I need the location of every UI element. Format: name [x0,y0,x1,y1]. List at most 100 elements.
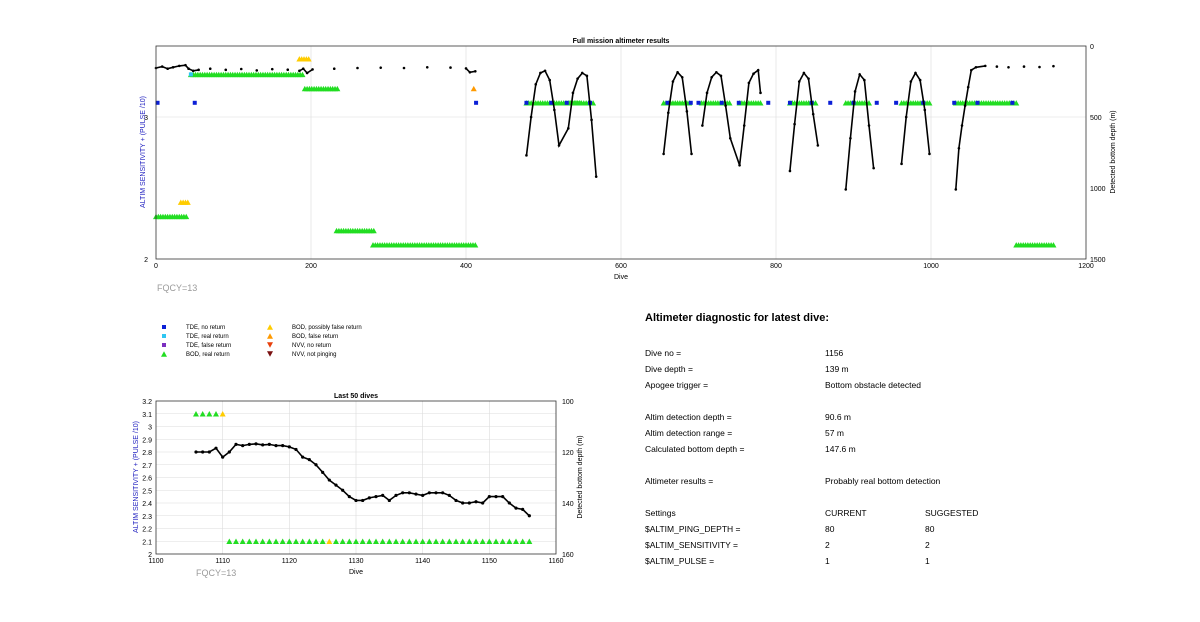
last50-bod-real-marker [226,538,233,544]
top-depth-line [299,67,314,75]
top-depth-point [756,68,760,72]
top-tde-no-return-marker [524,100,529,105]
top-depth-point [690,152,693,156]
last50-bod-real-marker [373,538,379,544]
top-tde-no-return-marker [719,100,724,105]
top-right-tick-label: 1000 [1090,186,1106,193]
top-depth-point [738,163,741,167]
top-depth-point [900,162,903,166]
diagnostic-value: Bottom obstacle detected [825,380,921,390]
last50-bod-real-marker [279,538,286,544]
last50-depth-point [421,493,425,497]
top-depth-point [970,68,973,72]
last50-depth-point [527,514,531,518]
diagnostic-row: Settings CURRENT SUGGESTED [645,508,1165,520]
top-depth-point [298,69,301,73]
diagnostic-value: 2 [825,540,830,550]
last50-bod-real-marker [506,538,513,544]
last50-depth-point [467,501,471,505]
last50-ylabel-left: ALTIM SENSITIVITY + (PULSE /10) [133,421,140,533]
last50-depth-point [307,458,311,462]
top-x-tick-label: 200 [305,263,317,270]
diagnostic-label: $ALTIM_PING_DEPTH = [645,524,741,534]
top-depth-point [543,69,547,73]
last50-left-tick-label: 2.6 [142,476,152,483]
last50-bod-real-marker [339,538,346,544]
last50-bod-real-marker [199,411,206,417]
last50-bod-real-marker [239,538,246,544]
last-50-dives-chart: Last 50 dives Dive ALTIM SENSITIVITY + (… [133,393,584,578]
top-bod-marker [334,85,341,92]
top-depth-point [567,127,570,130]
top-left-tick-label: 3 [144,115,148,122]
top-depth-point [590,118,593,122]
top-depth-point [960,124,964,127]
top-depth-point [557,144,561,147]
top-depth-point [402,66,406,70]
last50-depth-point [327,478,331,482]
diagnostic-value: 1 [825,556,830,566]
top-depth-point [807,77,810,80]
top-depth-point [468,70,472,74]
legend-square-symbol [162,325,166,329]
last50-depth-point [494,495,498,499]
last50-left-tick-label: 3.2 [142,399,152,406]
top-bod-marker [305,56,312,62]
last50-left-tick-label: 2 [148,552,152,559]
top-tde-no-return-marker [564,100,569,105]
last50-depth-point [374,495,378,499]
legend-label: TDE, false return [186,343,231,349]
last50-x-tick-label: 1140 [415,558,430,565]
diagnostic-suggested-value: 80 [925,524,935,534]
top-tde-no-return-marker [975,100,980,105]
top-bod-marker [1050,242,1057,248]
top-depth-point [909,80,913,83]
last50-bod-real-marker [259,538,266,544]
last50-depth-point [234,442,238,446]
last50-xlabel: Dive [349,569,363,576]
last50-bod-real-marker [406,538,413,544]
top-x-tick-label: 0 [154,263,158,270]
top-depth-point [974,66,978,69]
top-bod-marker [812,100,819,106]
last50-bod-real-marker [366,538,373,544]
last50-depth-point [434,491,438,495]
top-depth-point [705,91,709,95]
last50-left-tick-label: 2.3 [142,514,152,521]
top-depth-point [918,78,922,82]
last50-depth-point [274,444,278,448]
last50-depth-point [261,443,265,447]
last50-bod-real-marker [266,538,273,544]
last50-depth-point [367,496,371,500]
last50-depth-point [461,501,465,505]
diagnostic-suggested-value: 1 [925,556,930,566]
diagnostic-label: Settings [645,508,676,518]
diagnostic-label: Altim detection range = [645,428,733,438]
last50-bod-real-marker [433,538,439,544]
top-depth-point [788,169,792,173]
last50-depth-point [401,491,405,495]
diagnostic-value: 57 m [825,428,844,438]
diagnostic-label: Altim detection depth = [645,412,732,422]
last50-depth-point [347,495,351,499]
top-depth-point [580,71,584,75]
legend-label: TDE, no return [186,325,225,331]
top-x-tick-label: 600 [615,263,627,270]
top-tde-no-return-marker [874,100,879,105]
top-depth-point [680,75,684,79]
top-depth-point [728,137,732,140]
top-depth-point [311,68,314,71]
last50-bod-real-marker [413,538,419,544]
top-depth-point [548,78,551,82]
last50-bod-real-marker [499,538,506,544]
top-depth-point [332,67,336,71]
top-depth-point [197,68,200,72]
last50-x-tick-label: 1150 [482,558,497,565]
top-depth-point [184,63,187,67]
diagnostic-row: Altimeter results = Probably real bottom … [645,476,1165,488]
full-mission-ylabel-right: Detected bottom depth (m) [1110,110,1117,193]
diagnostic-suggested-value: 2 [925,540,930,550]
last50-left-tick-label: 2.2 [142,527,152,534]
diagnostic-value: 147.6 m [825,444,856,454]
top-depth-point [224,68,228,72]
